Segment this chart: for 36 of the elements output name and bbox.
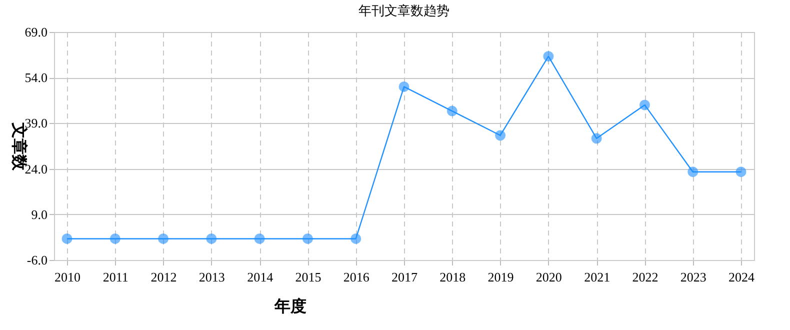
x-axis-title: 年度 [274, 296, 306, 316]
y-tick-label: 9.0 [31, 206, 48, 222]
x-tick-label: 2018 [440, 270, 466, 284]
point [302, 233, 313, 244]
x-tick-label: 2020 [536, 270, 562, 284]
x-tick-label: 2012 [150, 270, 177, 284]
point [688, 166, 698, 178]
point [110, 233, 120, 244]
x-tick-label: 2024 [728, 270, 755, 284]
x-tick-label: 2013 [198, 270, 225, 284]
point [736, 166, 746, 178]
point [543, 51, 554, 62]
x-tick-label: 2011 [102, 270, 128, 284]
point [350, 233, 362, 244]
x-tick-label: 2017 [392, 270, 418, 284]
point [639, 100, 650, 110]
point [398, 81, 410, 92]
x-tick-label: 2016 [343, 270, 370, 284]
x-tick-label: 2023 [680, 270, 706, 284]
y-tick-label: 54.0 [24, 70, 48, 86]
point [495, 130, 506, 141]
x-tick-label: 2015 [295, 270, 322, 284]
x-tick-label: 2022 [632, 270, 658, 284]
point [591, 133, 602, 144]
x-tick-label: 2010 [54, 270, 80, 284]
point [158, 233, 169, 244]
x-tick-label: 2014 [247, 270, 274, 284]
x-tick-label: 2021 [584, 270, 610, 284]
y-tick-label: 69.0 [24, 24, 48, 40]
chart-title: 年刊文章数趋势 [358, 3, 450, 18]
point [254, 233, 265, 244]
point [62, 233, 72, 244]
point [206, 233, 217, 244]
point [446, 106, 458, 116]
x-tick-label: 2019 [488, 270, 514, 284]
y-tick-label: -6.0 [26, 252, 48, 268]
